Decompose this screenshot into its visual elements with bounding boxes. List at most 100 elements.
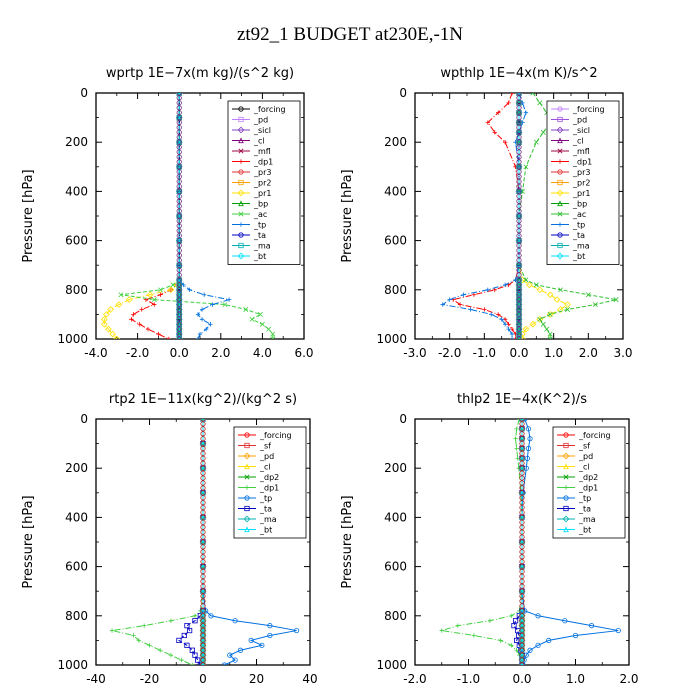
- zero-line-point: [176, 331, 182, 337]
- legend-label: _ac: [572, 210, 586, 219]
- series-point: [248, 637, 254, 644]
- legend-entry: _forcing: [551, 105, 605, 114]
- legend-label: _forcing: [572, 105, 605, 114]
- zero-line-markers: [519, 419, 525, 665]
- legend-label: _ma: [578, 515, 596, 524]
- legend-marker: [244, 526, 250, 533]
- zero-line-point: [176, 115, 182, 121]
- panel-title: wpthlp 1E−4x(m K)/s^2: [440, 66, 597, 81]
- legend-marker: [562, 452, 570, 460]
- legend-entry: _dp1: [551, 158, 592, 167]
- zero-line-point: [200, 524, 206, 530]
- zero-line-point: [176, 105, 182, 111]
- series-dp1: [439, 419, 525, 665]
- zero-line-point: [516, 267, 522, 273]
- zero-line-point: [200, 436, 206, 442]
- x-tick-label: 20: [249, 672, 264, 686]
- series-dp1: [450, 93, 522, 339]
- zero-line-point: [176, 228, 182, 234]
- series-point: [109, 330, 117, 338]
- series-point: [588, 623, 595, 629]
- zero-line-point: [200, 440, 206, 447]
- legend-marker: [244, 485, 250, 490]
- zero-line-point: [200, 608, 206, 614]
- legend-entry: _ta: [238, 505, 272, 514]
- plot-area: [440, 93, 619, 339]
- zero-line-point: [516, 144, 522, 150]
- zero-line-point: [176, 257, 182, 263]
- legend-marker: [237, 126, 245, 134]
- zero-line-point: [176, 321, 182, 327]
- legend: _forcing _sf_pd _cl_dp2 _dp1_tp _ta_ma _bt: [552, 426, 626, 539]
- series-point: [170, 282, 176, 288]
- legend-label: _pr3: [572, 168, 590, 177]
- zero-line-point: [519, 539, 525, 545]
- zero-line-point: [200, 573, 206, 580]
- series-point: [529, 320, 537, 328]
- x-tick-label: -20: [140, 672, 160, 686]
- zero-line-point: [176, 124, 182, 131]
- series-point: [266, 326, 272, 332]
- zero-line-point: [519, 554, 525, 560]
- zero-line-point: [176, 198, 182, 204]
- zero-line-point: [519, 559, 525, 565]
- series-point: [533, 139, 539, 145]
- x-tick-label: 6.0: [294, 346, 313, 360]
- x-tick-label: -40: [86, 672, 106, 686]
- legend-marker: [557, 148, 563, 154]
- legend-marker: [557, 106, 563, 112]
- series-point: [527, 647, 533, 653]
- x-tick-label: -3.0: [403, 346, 426, 360]
- zero-line-point: [200, 549, 206, 555]
- legend-label: _pd: [259, 452, 274, 461]
- zero-line-point: [519, 431, 525, 437]
- legend-entry: _ac: [551, 210, 586, 219]
- legend-marker: [238, 169, 244, 175]
- series-point: [547, 331, 553, 337]
- legend-marker: [238, 211, 244, 217]
- zero-line-point: [176, 262, 182, 268]
- series-point: [199, 317, 205, 322]
- zero-line-point: [176, 336, 182, 339]
- chart-panel-2: wpthlp 1E−4x(m K)/s^2 Pressure [hPa] 0 200 4…: [340, 66, 633, 360]
- y-tick-label: 0: [80, 86, 88, 100]
- zero-line-point: [516, 100, 522, 106]
- zero-line-point: [519, 426, 525, 432]
- zero-line-point: [200, 662, 206, 665]
- series-point: [530, 93, 536, 96]
- legend-label: _sicl: [572, 126, 590, 135]
- series-point: [105, 325, 112, 333]
- legend-marker: [557, 169, 563, 175]
- zero-line-point: [176, 188, 182, 194]
- zero-line-point: [519, 504, 525, 511]
- series-point: [506, 100, 511, 106]
- zero-line-point: [200, 509, 206, 516]
- series-point: [107, 306, 114, 313]
- zero-line-point: [176, 252, 182, 258]
- series-point: [232, 618, 238, 624]
- zero-line-point: [200, 419, 206, 422]
- zero-line-point: [516, 105, 522, 111]
- legend-label: _ta: [572, 231, 585, 240]
- series-point: [129, 317, 134, 322]
- legend-entry: _pd: [238, 452, 274, 461]
- series-point: [502, 140, 508, 145]
- legend-label: _pr1: [253, 189, 271, 198]
- zero-line-point: [519, 445, 525, 452]
- series-point: [535, 613, 541, 619]
- series-point: [572, 632, 579, 639]
- series-point: [457, 302, 463, 307]
- zero-line-point: [176, 326, 182, 332]
- series-point: [547, 311, 553, 317]
- series-point: [192, 618, 198, 624]
- zero-line-point: [516, 134, 522, 140]
- series-point: [536, 286, 544, 294]
- series-point: [537, 100, 543, 106]
- legend-label: _pd: [253, 116, 268, 125]
- legend-label: _bt: [259, 526, 272, 535]
- zero-line-point: [200, 431, 206, 437]
- zero-line-point: [516, 282, 522, 288]
- legend-label: _dp2: [259, 473, 279, 482]
- series-point: [523, 164, 529, 170]
- zero-line-point: [176, 203, 182, 209]
